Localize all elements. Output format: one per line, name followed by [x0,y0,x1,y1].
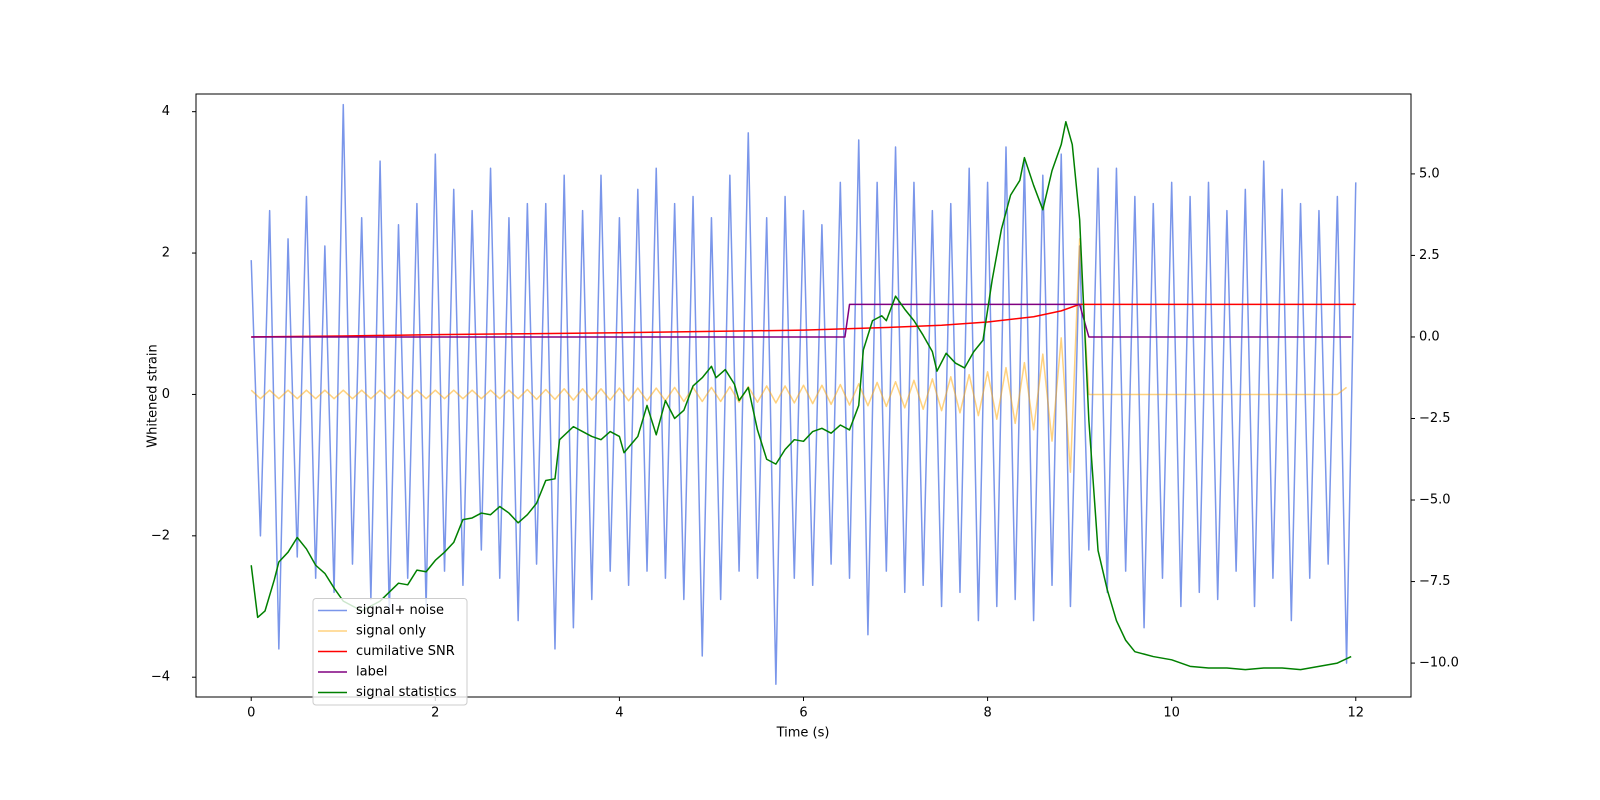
series-line [250,103,1357,686]
x-axis-label: Time (s) [776,726,830,741]
y2-tick-label: 2.5 [1419,248,1440,263]
y2-tick-label: 5.0 [1419,166,1440,181]
x-tick-label: 6 [799,706,807,721]
y2-tick-label: −7.5 [1419,574,1451,589]
series-line [250,120,1352,671]
x-tick-label: 2 [431,706,439,721]
y2-tick-label: −10.0 [1419,656,1459,671]
x-tick-label: 10 [1163,706,1180,721]
y-tick-label: −4 [151,670,170,685]
y2-tick-label: 0.0 [1419,329,1440,344]
legend: signal+ noise signal only cumilative SNR la… [312,598,468,706]
y2-tick-label: −2.5 [1419,411,1451,426]
legend-label: cumilative SNR [356,644,455,659]
series-line [250,238,1348,473]
legend-label: signal only [356,624,426,639]
series-line [251,303,1352,338]
x-tick-label: 0 [247,706,255,721]
legend-label: signal+ noise [356,603,444,618]
legend-box [312,598,468,706]
legend-label: signal statistics [356,685,457,700]
x-tick-label: 12 [1347,706,1364,721]
x-tick-label: 4 [615,706,623,721]
x-tick-label: 8 [983,706,991,721]
legend-label: label [356,665,387,680]
y-tick-label: −2 [151,528,170,543]
series-line [251,303,1356,338]
y-tick-label: 0 [162,387,170,402]
plot-area [250,103,1357,686]
y2-tick-label: −5.0 [1419,493,1451,508]
y-tick-label: 4 [162,104,170,119]
y-tick-label: 2 [162,246,170,261]
y-axis-label: Whitened strain [146,344,161,447]
